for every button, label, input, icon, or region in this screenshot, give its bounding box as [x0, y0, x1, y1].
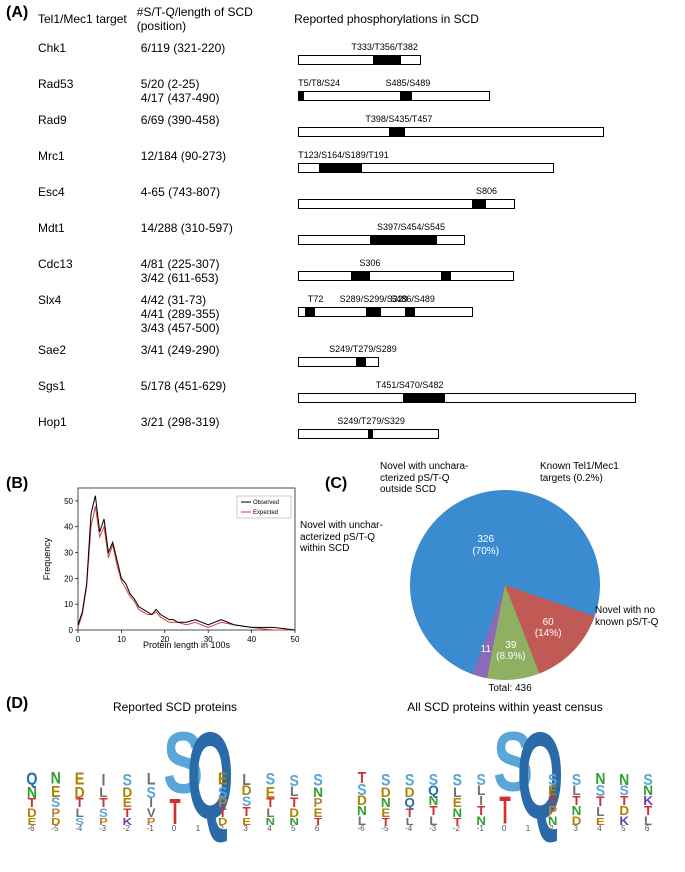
panel-c-pie-chart: 326(70%)60(14%)39(8.9%)11Known Tel1/Mec1… — [330, 465, 670, 695]
svg-text:0: 0 — [76, 635, 81, 644]
svg-text:Frequency: Frequency — [42, 537, 52, 580]
protein-diagram-cell: T72S289/S299/S329S486/S489 — [294, 289, 680, 339]
logo2-title: All SCD proteins within yeast census — [350, 700, 660, 714]
panel-d-seq-logos: Reported SCD proteins -6EDTNQ-5DPSEN-4SL… — [20, 700, 675, 826]
th-target: Tel1/Mec1 target — [20, 5, 137, 37]
scd-text: 6/119 (321-220) — [137, 37, 294, 73]
protein-diagram-cell: S806 — [294, 181, 680, 217]
seq-logo-reported: -6EDTNQ-5DPSEN-4SLTDE-3PSTLI-2KTEDS-1PVI… — [20, 716, 330, 826]
protein-diagram-cell: T451/S470/S482 — [294, 375, 680, 411]
svg-text:Protein length in 100s: Protein length in 100s — [143, 640, 231, 650]
scd-text: 12/184 (90-273) — [137, 145, 294, 181]
scd-text: 3/41 (249-290) — [137, 339, 294, 375]
scd-text: 3/21 (298-319) — [137, 411, 294, 447]
logo1-title: Reported SCD proteins — [20, 700, 330, 714]
svg-text:Expected: Expected — [253, 510, 278, 516]
protein-diagram-cell: S306 — [294, 253, 680, 289]
target-name: Mdt1 — [20, 217, 137, 253]
svg-text:50: 50 — [64, 497, 73, 506]
target-name: Sgs1 — [20, 375, 137, 411]
target-name: Esc4 — [20, 181, 137, 217]
pie-total: Total: 436 — [460, 683, 560, 695]
svg-text:40: 40 — [64, 523, 73, 532]
target-name: Chk1 — [20, 37, 137, 73]
protein-diagram-cell: T5/T8/S24S485/S489 — [294, 73, 680, 109]
target-name: Rad53 — [20, 73, 137, 109]
target-name: Mrc1 — [20, 145, 137, 181]
target-name: Rad9 — [20, 109, 137, 145]
target-name: Hop1 — [20, 411, 137, 447]
th-diag: Reported phosphorylations in SCD — [294, 5, 680, 37]
scd-text: 4/81 (225-307)3/42 (611-653) — [137, 253, 294, 289]
protein-diagram-cell: T333/T356/T382 — [294, 37, 680, 73]
pie-ext-label: Novel with no known pS/T-Q — [595, 605, 685, 628]
svg-text:40: 40 — [247, 635, 256, 644]
scd-text: 14/288 (310-597) — [137, 217, 294, 253]
scd-text: 4/42 (31-73)4/41 (289-355)3/43 (457-500) — [137, 289, 294, 339]
svg-text:Observed: Observed — [253, 500, 279, 506]
protein-diagram-cell: S397/S454/S545 — [294, 217, 680, 253]
panel-label-b: (B) — [6, 475, 28, 493]
panel-a-table: Tel1/Mec1 target #S/T-Q/length of SCD (p… — [20, 5, 675, 447]
svg-text:10: 10 — [117, 635, 126, 644]
th-scd: #S/T-Q/length of SCD (position) — [137, 5, 294, 37]
svg-text:50: 50 — [291, 635, 300, 644]
scd-text: 4-65 (743-807) — [137, 181, 294, 217]
target-name: Slx4 — [20, 289, 137, 339]
svg-text:0: 0 — [69, 626, 74, 635]
pie-ext-label: Known Tel1/Mec1targets (0.2%) — [540, 461, 660, 484]
pie-ext-label: Novel with unchar-acterized pS/T-Qwithin… — [300, 520, 420, 555]
target-name: Sae2 — [20, 339, 137, 375]
svg-text:20: 20 — [64, 574, 73, 583]
seq-logo-all: -6LNDST-5TENDS-4LTQDS-3LTNQS-2TNELS-1NTI… — [350, 716, 660, 826]
protein-diagram-cell: S249/T279/S329 — [294, 411, 680, 447]
svg-text:30: 30 — [64, 549, 73, 558]
pie-ext-label: Novel with unchara-cterized pS/T-Qoutsid… — [380, 461, 510, 496]
protein-diagram-cell: S249/T279/S289 — [294, 339, 680, 375]
scd-text: 6/69 (390-458) — [137, 109, 294, 145]
protein-diagram-cell: T398/S435/T457 — [294, 109, 680, 145]
protein-diagram-cell: T123/S164/S189/T191 — [294, 145, 680, 181]
target-name: Cdc13 — [20, 253, 137, 289]
scd-text: 5/178 (451-629) — [137, 375, 294, 411]
scd-text: 5/20 (2-25)4/17 (437-490) — [137, 73, 294, 109]
svg-text:10: 10 — [64, 600, 73, 609]
panel-b-line-chart: 0102030405001020304050Protein length in … — [40, 480, 300, 650]
